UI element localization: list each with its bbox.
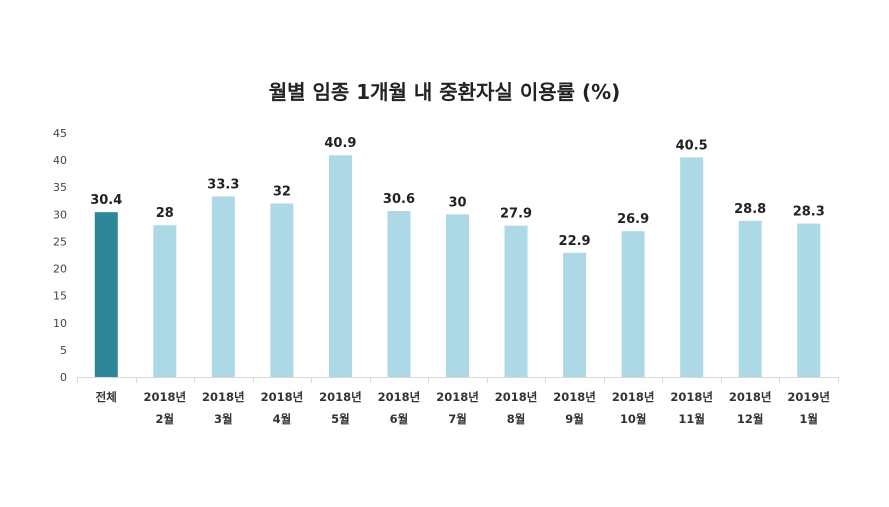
x-tick-label: 2018년 (144, 390, 187, 404)
x-tick-label: 2018년 (202, 390, 245, 404)
x-tick-label: 2018년 (319, 390, 362, 404)
bar (680, 157, 704, 377)
data-label: 40.9 (324, 136, 356, 151)
data-label: 40.5 (676, 138, 708, 153)
data-label: 28.3 (793, 205, 825, 220)
x-tick-label: 5월 (331, 412, 350, 426)
x-tick-label: 9월 (565, 412, 584, 426)
x-tick-label: 2월 (156, 412, 175, 426)
x-tick-label: 3월 (214, 412, 233, 426)
bar (446, 214, 469, 377)
x-tick-label: 10월 (620, 412, 647, 426)
bar (621, 231, 645, 377)
y-tick-label: 0 (60, 371, 67, 384)
y-tick-label: 45 (53, 127, 67, 140)
y-tick-label: 5 (60, 344, 67, 357)
y-tick-label: 25 (53, 235, 67, 248)
x-tick-label: 12월 (737, 412, 764, 426)
y-tick-label: 20 (53, 263, 67, 276)
x-tick-label: 4월 (273, 412, 292, 426)
x-tick-label: 2018년 (378, 390, 421, 404)
x-tick-label: 1월 (799, 412, 818, 426)
x-tick-label: 8월 (507, 412, 526, 426)
bar (563, 252, 587, 377)
x-tick-label: 2018년 (436, 390, 479, 404)
bar (211, 196, 235, 377)
y-tick-label: 40 (53, 154, 67, 167)
data-label: 26.9 (617, 212, 649, 227)
bar (153, 225, 177, 377)
x-tick-label: 7월 (448, 412, 467, 426)
data-label: 28.8 (734, 202, 766, 217)
bar (94, 212, 118, 377)
x-tick-label: 전체 (96, 390, 117, 404)
x-tick-label: 2018년 (261, 390, 304, 404)
bar (387, 211, 411, 377)
x-tick-label: 11월 (678, 412, 705, 426)
data-label: 27.9 (500, 207, 532, 222)
y-tick-label: 35 (53, 181, 67, 194)
x-tick-label: 2018년 (729, 390, 772, 404)
bar (504, 225, 528, 377)
chart-title: 월별 임종 1개월 내 중환자실 이용률 (%) (268, 80, 621, 104)
bar (270, 203, 294, 377)
y-tick-label: 10 (53, 317, 67, 330)
data-label: 30.6 (383, 192, 415, 207)
y-tick-label: 15 (53, 290, 67, 303)
data-label: 32 (273, 184, 291, 199)
x-tick-label: 2018년 (495, 390, 538, 404)
x-tick-label: 2018년 (670, 390, 713, 404)
x-tick-label: 6월 (390, 412, 409, 426)
x-tick-label: 2018년 (553, 390, 596, 404)
data-label: 30 (448, 195, 466, 210)
data-label: 28 (156, 206, 174, 221)
y-tick-label: 30 (53, 208, 67, 221)
data-label: 30.4 (90, 193, 122, 208)
bar (738, 220, 762, 377)
x-tick-label: 2019년 (787, 390, 830, 404)
data-label: 33.3 (207, 177, 239, 192)
bar (797, 223, 821, 377)
bar (328, 155, 352, 377)
x-tick-label: 2018년 (612, 390, 655, 404)
data-label: 22.9 (559, 234, 591, 249)
